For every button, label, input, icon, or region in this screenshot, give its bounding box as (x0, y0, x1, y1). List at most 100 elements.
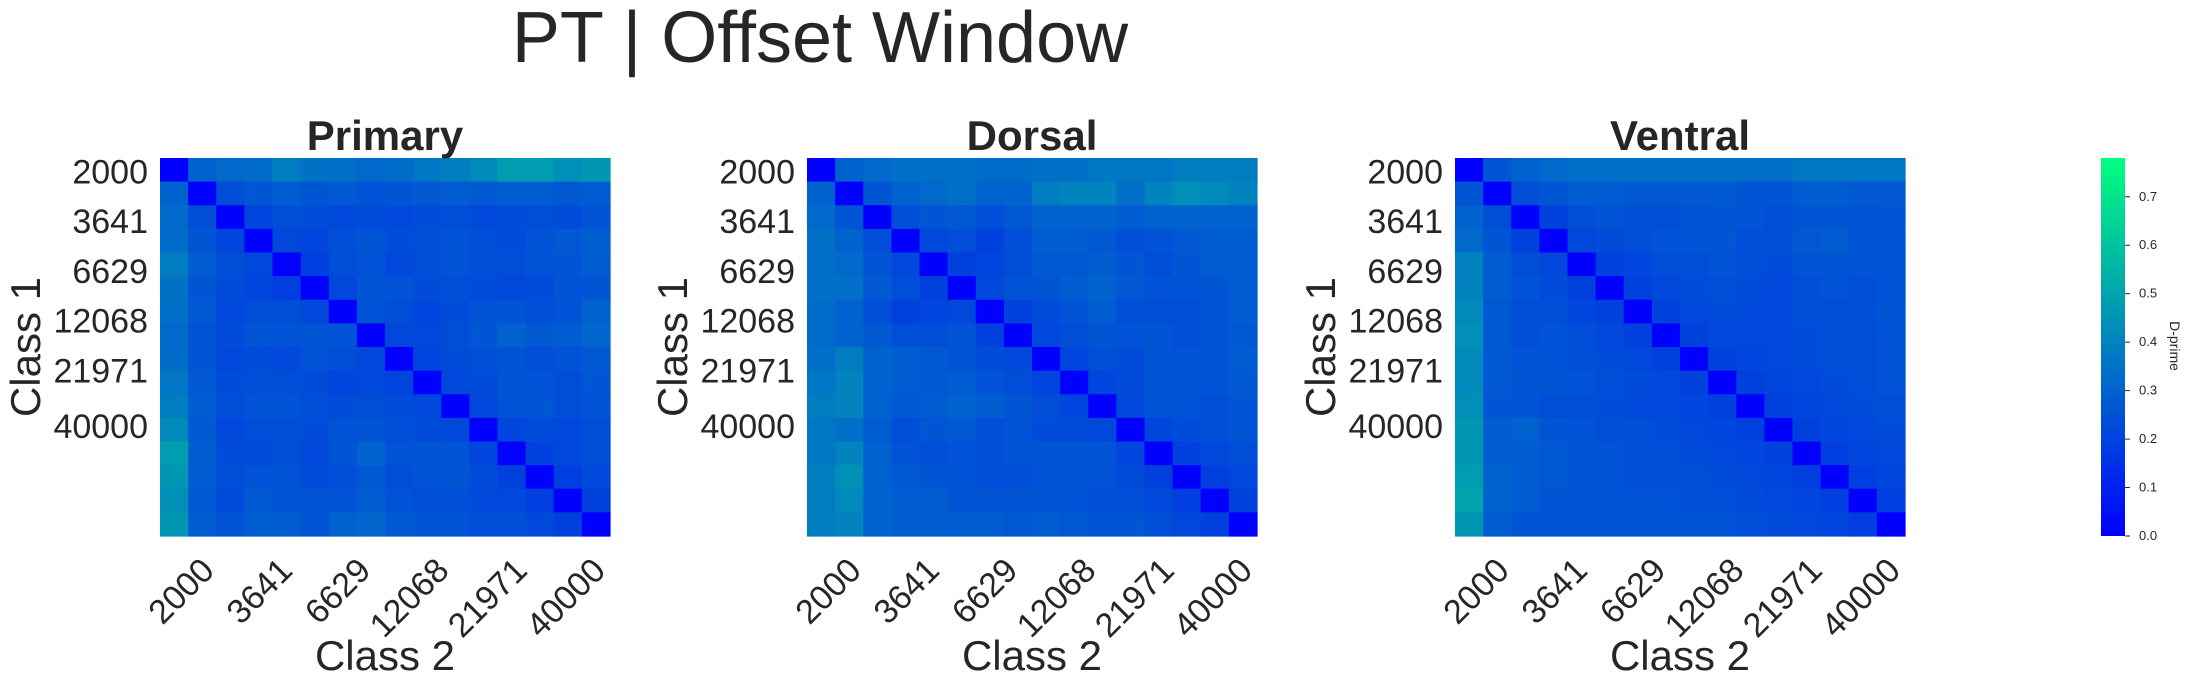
heatmap-cell (1144, 370, 1174, 395)
heatmap-cell (863, 512, 892, 537)
heatmap-cell (553, 347, 583, 372)
heatmap-cell (1539, 181, 1569, 206)
heatmap-cell (581, 252, 611, 277)
x-tick-label: 40000 (1166, 551, 1260, 645)
heatmap-cell (469, 441, 499, 466)
heatmap-cell (1792, 417, 1822, 443)
heatmap-cell (1539, 252, 1569, 277)
heatmap-cell (1651, 158, 1681, 183)
heatmap-cell (1567, 441, 1597, 466)
heatmap-cell (947, 228, 977, 254)
heatmap-cell (1455, 417, 1484, 443)
heatmap-cell (328, 394, 358, 419)
heatmap-cell (244, 158, 274, 183)
heatmap-cell (1511, 299, 1540, 324)
heatmap-cell (835, 370, 864, 395)
heatmap-cell (1228, 299, 1258, 324)
heatmap-cell (1595, 228, 1625, 254)
heatmap-cell (441, 323, 470, 348)
heatmap-cell (1567, 394, 1597, 419)
heatmap-cell (272, 347, 302, 372)
heatmap-cell (1708, 181, 1737, 206)
heatmap-cell (1764, 205, 1794, 230)
heatmap-cell (188, 158, 217, 183)
heatmap-cell (1455, 512, 1484, 537)
heatmap-cell (947, 465, 977, 490)
heatmap-cell (1567, 370, 1597, 395)
heatmap-cell (1764, 394, 1794, 419)
heatmap-cell (216, 394, 245, 419)
heatmap-cell (863, 370, 892, 395)
heatmap-cell (525, 512, 555, 537)
heatmap-cell (1848, 181, 1878, 206)
heatmap-cell (1736, 299, 1765, 324)
heatmap-cell (328, 228, 358, 254)
heatmap-cell (385, 181, 414, 206)
heatmap-cell (835, 512, 864, 537)
heatmap-cell (216, 181, 245, 206)
heatmap-cell (1228, 323, 1258, 348)
heatmap-cell (1567, 417, 1597, 443)
heatmap-cell (1060, 228, 1089, 254)
heatmap-cell (413, 512, 442, 537)
heatmap-cell (863, 417, 892, 443)
heatmap-cell (328, 417, 358, 443)
heatmap-cell (581, 158, 611, 183)
heatmap-cell (1736, 158, 1765, 183)
heatmap-cell (1876, 205, 1906, 230)
x-tick-label: 3641 (1515, 551, 1595, 631)
heatmap-cell (975, 323, 1005, 348)
heatmap-cell (160, 276, 189, 301)
heatmap-cell (300, 181, 330, 206)
colorbar-tick-label: 0.3 (2139, 383, 2157, 398)
heatmap-cell (188, 276, 217, 301)
heatmap-cell (1792, 512, 1822, 537)
heatmap-cell (497, 158, 527, 183)
heatmap-cell (1060, 181, 1089, 206)
heatmap-cell (1088, 158, 1117, 183)
heatmap-cell (919, 181, 949, 206)
y-tick-label: 40000 (53, 408, 148, 446)
x-tick-label: 40000 (1814, 551, 1908, 645)
heatmap-cell (1172, 252, 1202, 277)
heatmap-cell (1003, 441, 1033, 466)
heatmap-cell (1708, 299, 1737, 324)
heatmap-cell (1708, 158, 1737, 183)
heatmap-cell (216, 276, 245, 301)
heatmap-cell (1200, 299, 1230, 324)
heatmap-cell (1736, 488, 1765, 513)
heatmap-cell (1792, 299, 1822, 324)
heatmap-cell (300, 441, 330, 466)
heatmap-cell (1876, 465, 1906, 490)
heatmap-cell (525, 276, 555, 301)
heatmap-cell (975, 512, 1005, 537)
heatmap-cell (1820, 299, 1850, 324)
heatmap-cell (328, 370, 358, 395)
heatmap-cell (272, 465, 302, 490)
heatmap-cell (1032, 228, 1061, 254)
heatmap-cell (1764, 252, 1794, 277)
heatmap-cell (1820, 465, 1850, 490)
y-tick-label: 3641 (72, 203, 148, 241)
heatmap-cell (1144, 512, 1174, 537)
heatmap-cell (863, 276, 892, 301)
heatmap-cell (216, 205, 245, 230)
heatmap-cell (300, 370, 330, 395)
heatmap-cell (1088, 276, 1117, 301)
colorbar-label: D-prime (2167, 321, 2183, 371)
heatmap-cell (1567, 488, 1597, 513)
heatmap-cell (1060, 394, 1089, 419)
heatmap-cell (1200, 441, 1230, 466)
heatmap-cell (300, 488, 330, 513)
heatmap-cell (1764, 158, 1794, 183)
heatmap-cell (807, 441, 836, 466)
heatmap-cell (1228, 465, 1258, 490)
x-tick-label: 21971 (1736, 551, 1830, 645)
heatmap-cell (328, 252, 358, 277)
heatmap-cell (863, 299, 892, 324)
heatmap-cell (244, 299, 274, 324)
heatmap-cell (553, 158, 583, 183)
y-axis-label: Class 1 (2, 277, 49, 417)
heatmap-cell (1595, 276, 1625, 301)
heatmap-cell (497, 228, 527, 254)
